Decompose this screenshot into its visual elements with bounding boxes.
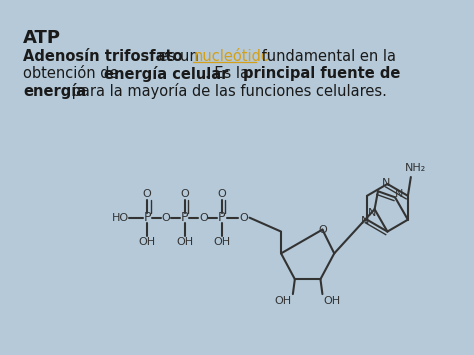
Text: Adenosín trifosfato: Adenosín trifosfato	[23, 49, 182, 64]
Text: HO: HO	[112, 213, 129, 223]
Text: OH: OH	[274, 296, 292, 306]
Text: N: N	[367, 208, 376, 218]
Text: O: O	[239, 213, 248, 223]
Text: N: N	[395, 189, 403, 200]
Text: P: P	[181, 211, 188, 224]
Text: energía: energía	[23, 83, 86, 99]
Text: principal fuente de: principal fuente de	[243, 66, 400, 81]
Text: NH₂: NH₂	[405, 163, 427, 173]
Text: N: N	[382, 178, 391, 188]
Text: O: O	[218, 189, 227, 199]
Text: nucleótido: nucleótido	[193, 49, 270, 64]
Text: es un: es un	[154, 49, 203, 64]
Text: N: N	[361, 215, 369, 226]
Text: O: O	[180, 189, 189, 199]
Text: energía celular: energía celular	[104, 66, 228, 82]
Text: O: O	[162, 213, 170, 223]
Text: O: O	[199, 213, 208, 223]
Text: . Es la: . Es la	[205, 66, 254, 81]
Text: O: O	[318, 225, 327, 235]
Text: P: P	[143, 211, 151, 224]
Text: fundamental en la: fundamental en la	[257, 49, 396, 64]
Text: ATP: ATP	[23, 29, 61, 47]
Text: P: P	[218, 211, 226, 224]
Text: OH: OH	[324, 296, 341, 306]
Text: para la mayoría de las funciones celulares.: para la mayoría de las funciones celular…	[67, 83, 387, 99]
Text: OH: OH	[176, 237, 193, 247]
Text: O: O	[143, 189, 152, 199]
Text: OH: OH	[213, 237, 230, 247]
Text: obtención de: obtención de	[23, 66, 123, 81]
Text: OH: OH	[138, 237, 155, 247]
